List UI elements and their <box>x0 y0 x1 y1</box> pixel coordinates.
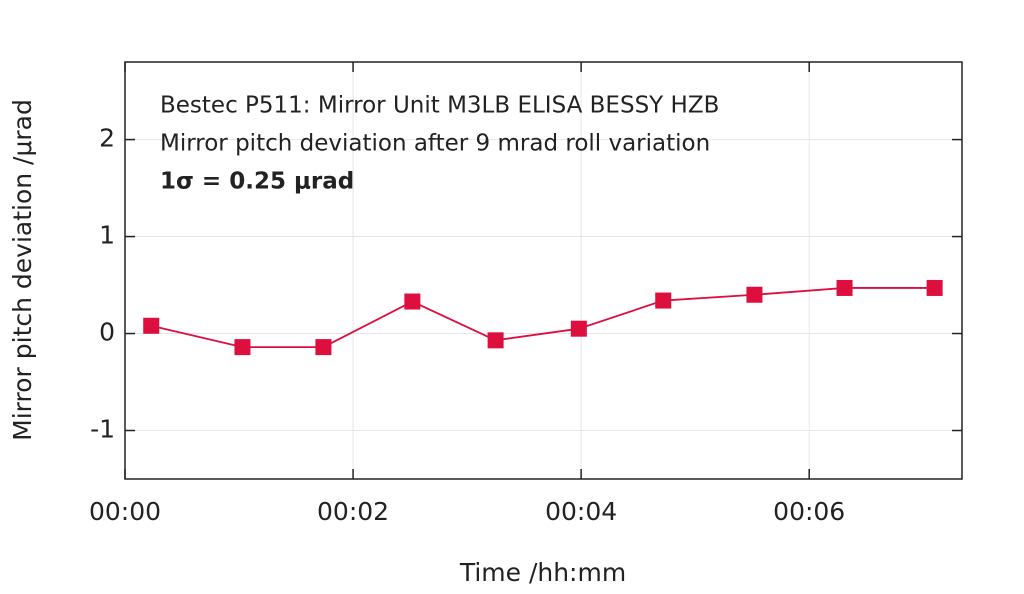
series-line <box>151 287 935 349</box>
x-axis-label: Time /hh:mm <box>459 558 626 587</box>
x-tick-label: 00:02 <box>317 497 389 526</box>
y-tick-label: 0 <box>99 318 115 347</box>
annotation: 1σ = 0.25 μrad <box>160 169 354 195</box>
data-point <box>404 293 421 310</box>
data-point <box>143 317 160 334</box>
data-point <box>655 292 672 309</box>
y-tick-label: 2 <box>99 124 115 153</box>
y-tick-label: 1 <box>99 221 115 250</box>
x-tick-label: 00:06 <box>773 497 845 526</box>
data-point <box>570 320 587 337</box>
x-tick-label: 00:00 <box>89 497 161 526</box>
plot-frame <box>124 61 963 480</box>
data-point <box>836 279 853 296</box>
data-point <box>746 286 763 303</box>
data-point <box>234 339 251 356</box>
data-point <box>487 332 504 349</box>
data-point <box>926 279 943 296</box>
x-tick-label: 00:04 <box>545 497 617 526</box>
annotation: Bestec P511: Mirror Unit M3LB ELISA BESS… <box>160 93 719 119</box>
annotation: Mirror pitch deviation after 9 mrad roll… <box>160 131 710 157</box>
data-point <box>315 339 332 356</box>
y-tick-label: -1 <box>90 415 115 444</box>
y-axis-label: Mirror pitch deviation /μrad <box>8 99 37 441</box>
